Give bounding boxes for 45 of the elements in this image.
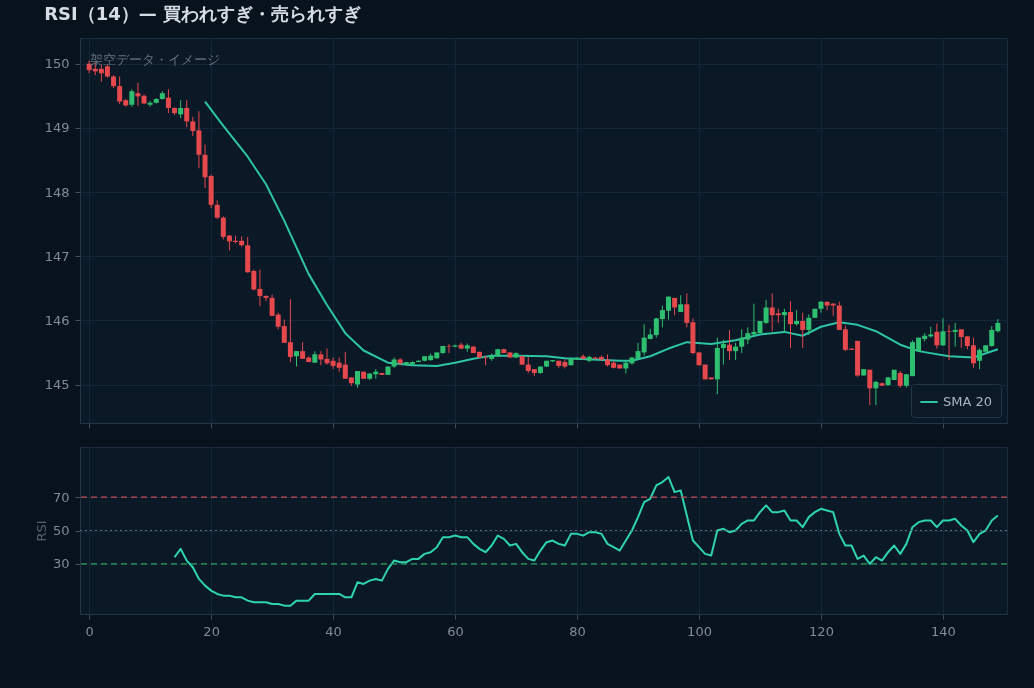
candlestick — [720, 339, 726, 366]
candlestick — [184, 99, 190, 128]
candlestick — [806, 314, 812, 336]
candlestick — [214, 199, 220, 220]
x-tick-label: 0 — [85, 623, 94, 639]
legend-label: SMA 20 — [943, 394, 993, 409]
chart-title: RSI（14）— 買われすぎ・売られすぎ — [44, 3, 362, 24]
candlestick — [946, 324, 952, 361]
candlestick — [165, 88, 171, 114]
candlestick — [952, 322, 958, 348]
candlestick — [324, 348, 330, 366]
x-tick-label: 140 — [931, 623, 956, 639]
x-tick-label: 100 — [687, 623, 712, 639]
y-axis-title: RSI — [33, 520, 49, 542]
x-tick-label: 60 — [447, 623, 464, 639]
candlestick — [800, 312, 806, 349]
line-series — [204, 100, 999, 367]
y-tick-label: 150 — [44, 56, 70, 72]
candlestick — [867, 369, 873, 406]
x-tick-label: 120 — [809, 623, 834, 639]
candlestick — [318, 350, 324, 366]
x-tick-label: 40 — [325, 623, 342, 639]
y-tick-label: 70 — [52, 489, 70, 505]
candlestick — [714, 337, 720, 395]
candlestick — [263, 294, 269, 302]
candlestick — [940, 317, 946, 347]
y-tick-label: 145 — [44, 377, 70, 392]
candlestick — [446, 343, 452, 354]
x-tick-label: 20 — [203, 623, 220, 639]
y-tick-label: 146 — [44, 312, 70, 328]
y-tick-label: 148 — [44, 184, 70, 200]
candlestick — [147, 100, 153, 108]
candlestick — [135, 82, 141, 107]
candlestick — [873, 380, 879, 406]
candlestick — [781, 308, 787, 332]
y-tick-label: 149 — [44, 120, 70, 136]
x-tick-label: 80 — [569, 623, 586, 639]
y-tick-label: 30 — [52, 556, 70, 572]
candlestick — [934, 323, 940, 350]
annotation: 架空データ・イメージ — [90, 52, 220, 67]
candlestick — [727, 329, 733, 361]
y-tick-label: 50 — [52, 523, 70, 538]
candlestick — [788, 300, 793, 349]
line-series — [173, 476, 999, 607]
y-tick-label: 147 — [44, 248, 70, 264]
